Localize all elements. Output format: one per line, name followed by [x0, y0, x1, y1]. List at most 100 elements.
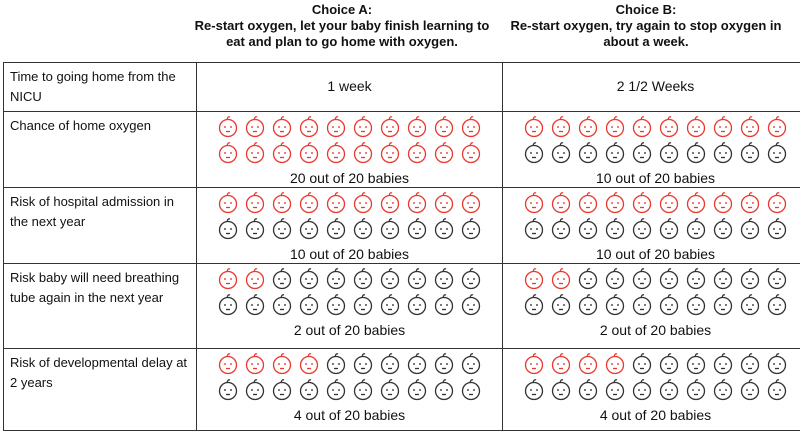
- baby-face-icon: [578, 294, 597, 316]
- choice-a-caption: 4 out of 20 babies: [293, 407, 406, 423]
- baby-face-icon-affected: [551, 116, 570, 138]
- baby-face-icon: [740, 218, 759, 240]
- baby-face-icon: [245, 294, 264, 316]
- baby-face-icon: [434, 268, 453, 290]
- baby-face-icon: [551, 218, 570, 240]
- baby-face-icon: [767, 353, 786, 375]
- baby-face-icon-affected: [767, 116, 786, 138]
- baby-face-icon: [659, 268, 678, 290]
- choice-b-title: Choice B:: [615, 2, 677, 17]
- baby-face-icon: [353, 379, 372, 401]
- baby-icon-array: [218, 116, 480, 164]
- choice-a-caption: 10 out of 20 babies: [289, 246, 410, 262]
- choice-b-cell: 10 out of 20 babies: [502, 187, 800, 264]
- baby-face-icon: [407, 379, 426, 401]
- baby-face-icon: [632, 294, 651, 316]
- baby-face-icon-affected: [524, 353, 543, 375]
- baby-face-icon: [218, 218, 237, 240]
- choice-a-subtitle: Re-start oxygen, let your baby finish le…: [194, 18, 490, 49]
- baby-icon-array: [524, 353, 786, 401]
- baby-face-icon: [407, 218, 426, 240]
- baby-face-icon: [524, 142, 543, 164]
- baby-icon-array: [218, 353, 480, 401]
- baby-face-icon: [524, 218, 543, 240]
- choice-b-caption: 10 out of 20 babies: [595, 246, 716, 262]
- baby-face-icon: [434, 294, 453, 316]
- baby-icon-array: [218, 268, 480, 316]
- baby-face-icon: [686, 353, 705, 375]
- choice-b-header: Choice B: Re-start oxygen, try again to …: [496, 2, 796, 62]
- baby-face-icon: [551, 294, 570, 316]
- choice-a-cell: 10 out of 20 babies: [196, 187, 503, 264]
- baby-face-icon: [632, 379, 651, 401]
- baby-face-icon-affected: [218, 353, 237, 375]
- baby-face-icon-affected: [659, 116, 678, 138]
- baby-face-icon: [605, 268, 624, 290]
- baby-face-icon: [659, 353, 678, 375]
- baby-face-icon-affected: [326, 116, 345, 138]
- row-label: Risk baby will need breathing tube again…: [3, 263, 197, 349]
- baby-face-icon-affected: [605, 192, 624, 214]
- baby-face-icon-affected: [434, 116, 453, 138]
- baby-face-icon-affected: [578, 353, 597, 375]
- baby-face-icon: [767, 218, 786, 240]
- baby-face-icon: [461, 268, 480, 290]
- choice-b-cell: 4 out of 20 babies: [502, 348, 800, 431]
- baby-face-icon: [632, 218, 651, 240]
- baby-icon-array: [218, 192, 480, 240]
- baby-face-icon-affected: [605, 353, 624, 375]
- baby-face-icon: [299, 379, 318, 401]
- baby-face-icon: [632, 353, 651, 375]
- baby-face-icon-affected: [272, 192, 291, 214]
- baby-face-icon: [632, 142, 651, 164]
- table-row: Risk of hospital admission in the next y…: [3, 187, 800, 264]
- baby-face-icon: [407, 353, 426, 375]
- choice-a-title: Choice A:: [311, 2, 373, 17]
- choice-a-cell: 4 out of 20 babies: [196, 348, 503, 431]
- baby-face-icon: [578, 218, 597, 240]
- baby-face-icon-affected: [218, 142, 237, 164]
- baby-face-icon: [299, 268, 318, 290]
- baby-face-icon-affected: [245, 142, 264, 164]
- baby-face-icon-affected: [299, 142, 318, 164]
- baby-face-icon-affected: [272, 142, 291, 164]
- baby-face-icon: [326, 218, 345, 240]
- row-label: Time to going home from the NICU: [3, 62, 197, 112]
- baby-face-icon: [686, 294, 705, 316]
- choice-b-subtitle: Re-start oxygen, try again to stop oxyge…: [510, 18, 782, 49]
- baby-face-icon: [524, 294, 543, 316]
- baby-face-icon-affected: [353, 142, 372, 164]
- choice-b-cell: 10 out of 20 babies: [502, 111, 800, 188]
- baby-face-icon: [767, 294, 786, 316]
- baby-face-icon: [461, 218, 480, 240]
- choice-b-caption: 2 out of 20 babies: [599, 322, 712, 338]
- baby-face-icon-affected: [407, 116, 426, 138]
- baby-face-icon: [740, 353, 759, 375]
- baby-face-icon-affected: [299, 353, 318, 375]
- baby-face-icon-affected: [551, 192, 570, 214]
- baby-face-icon: [578, 268, 597, 290]
- baby-face-icon-affected: [245, 116, 264, 138]
- baby-face-icon: [551, 379, 570, 401]
- baby-face-icon: [380, 379, 399, 401]
- baby-face-icon: [407, 294, 426, 316]
- baby-face-icon-affected: [407, 192, 426, 214]
- baby-face-icon-affected: [524, 192, 543, 214]
- baby-face-icon-affected: [434, 142, 453, 164]
- table-row: Time to going home from the NICU 1 week …: [3, 62, 800, 112]
- baby-face-icon: [245, 379, 264, 401]
- baby-face-icon-affected: [740, 116, 759, 138]
- baby-face-icon-affected: [218, 116, 237, 138]
- baby-face-icon-affected: [551, 268, 570, 290]
- baby-face-icon: [326, 268, 345, 290]
- baby-face-icon: [461, 379, 480, 401]
- baby-face-icon: [686, 268, 705, 290]
- baby-face-icon: [551, 142, 570, 164]
- baby-face-icon-affected: [551, 353, 570, 375]
- baby-face-icon-affected: [461, 116, 480, 138]
- baby-face-icon-affected: [578, 192, 597, 214]
- baby-face-icon: [353, 268, 372, 290]
- baby-face-icon: [659, 218, 678, 240]
- row-label: Chance of home oxygen: [3, 111, 197, 188]
- baby-face-icon-affected: [245, 268, 264, 290]
